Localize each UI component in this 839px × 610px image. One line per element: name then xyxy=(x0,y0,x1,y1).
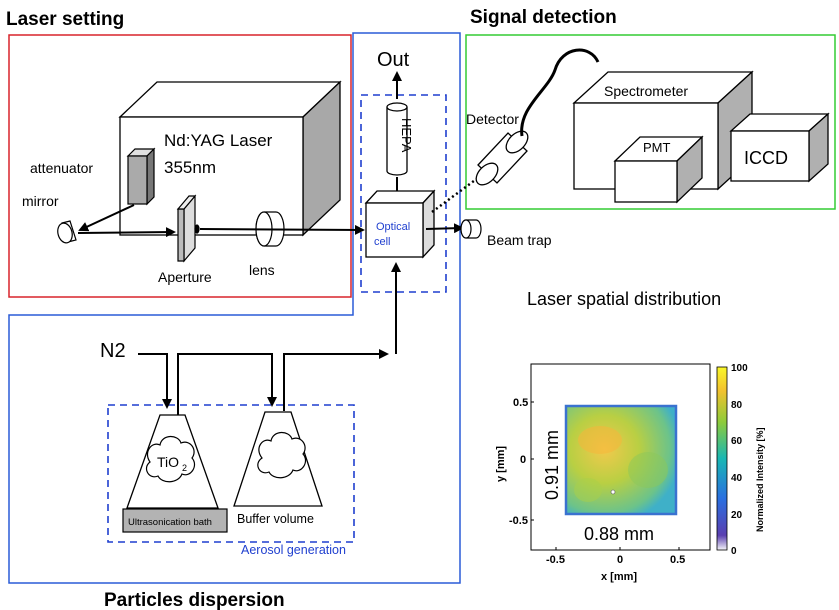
signal-detection-frame xyxy=(465,34,836,210)
beam-aperture-to-cell xyxy=(199,224,365,235)
y-tick-zero: 0 xyxy=(520,454,526,466)
y-tick-neg: -0.5 xyxy=(509,515,528,527)
inset-title: Laser spatial distribution xyxy=(527,289,721,309)
colorbar-tick-0: 0 xyxy=(731,546,737,557)
signal-path-dotted xyxy=(431,150,514,214)
signal-detection-title: Signal detection xyxy=(470,7,617,28)
attenuator-label: attenuator xyxy=(30,160,93,176)
detector xyxy=(475,130,529,186)
tio2-particle-cloud xyxy=(146,435,196,483)
colorbar-tick-80: 80 xyxy=(731,400,743,411)
particles-dispersion-title: Particles dispersion xyxy=(104,590,285,610)
out-label: Out xyxy=(377,49,410,71)
laser-wavelength-label: 355nm xyxy=(164,158,216,177)
pmt xyxy=(613,135,704,204)
iccd-label: ICCD xyxy=(744,148,788,168)
optical-cell-label-line2: cell xyxy=(374,236,391,248)
particles-dispersion-frame xyxy=(8,32,461,584)
intensity-heatmap xyxy=(530,363,711,551)
x-tick-zero: 0 xyxy=(617,554,623,566)
tio2-label: TiO xyxy=(157,454,179,470)
x-tick-neg: -0.5 xyxy=(546,554,565,566)
aperture-label: Aperture xyxy=(158,269,212,285)
pmt-label: PMT xyxy=(643,140,671,155)
n2-label: N2 xyxy=(100,340,126,362)
y-tick-pos: 0.5 xyxy=(513,397,528,409)
aperture xyxy=(176,194,200,263)
x-tick-pos: 0.5 xyxy=(670,554,685,566)
hepa-label: HEPA xyxy=(399,118,414,153)
colorbar-tick-40: 40 xyxy=(731,473,743,484)
fiber-cable xyxy=(520,48,600,137)
height-annotation: 0.91 mm xyxy=(542,430,562,500)
colorbar-tick-60: 60 xyxy=(731,436,743,447)
width-annotation: 0.88 mm xyxy=(584,524,654,544)
spectrometer-label: Spectrometer xyxy=(604,83,688,99)
beam-trap-label: Beam trap xyxy=(487,232,552,248)
mirror xyxy=(57,220,77,244)
laser-name-label: Nd:YAG Laser xyxy=(164,131,273,150)
colorbar-label: Normalized Intensity [%] xyxy=(755,427,765,532)
beam-mirror-to-aperture xyxy=(77,227,176,238)
ultrasonication-bath-label: Ultrasonication bath xyxy=(128,517,212,528)
line-buffer-to-cell xyxy=(283,349,389,411)
laser-setting-frame xyxy=(8,34,352,298)
y-axis-label: y [mm] xyxy=(495,446,507,482)
laser-setting-title: Laser setting xyxy=(6,9,124,30)
beam-cell-to-trap xyxy=(425,223,464,234)
detector-label: Detector xyxy=(466,111,519,127)
beam-attenuator-to-mirror xyxy=(78,204,135,232)
tio2-subscript: 2 xyxy=(182,463,187,473)
buffer-volume-label: Buffer volume xyxy=(237,512,314,526)
aerosol-generation-label: Aerosol generation xyxy=(241,543,346,557)
inset-axes xyxy=(531,401,680,550)
n2-line-to-tio2 xyxy=(138,353,172,409)
buffer-particle-cloud xyxy=(257,431,307,479)
ultrasonication-bath xyxy=(122,508,228,533)
optical-cell-label-line1: Optical xyxy=(376,221,410,233)
lens-label: lens xyxy=(249,262,275,278)
aerosol-generation-frame xyxy=(107,404,355,543)
colorbar-tick-100: 100 xyxy=(731,363,748,374)
hepa-filter xyxy=(386,102,408,176)
x-axis-label: x [mm] xyxy=(601,571,637,583)
optical-cell-dashed-frame xyxy=(360,94,447,293)
line-tio2-to-buffer xyxy=(177,353,277,415)
iccd xyxy=(729,112,830,183)
colorbar xyxy=(716,366,728,551)
mirror-label: mirror xyxy=(22,193,59,209)
beam-trap xyxy=(460,219,482,239)
attenuator xyxy=(126,147,156,206)
optical-cell xyxy=(364,189,436,259)
colorbar-tick-20: 20 xyxy=(731,510,743,521)
